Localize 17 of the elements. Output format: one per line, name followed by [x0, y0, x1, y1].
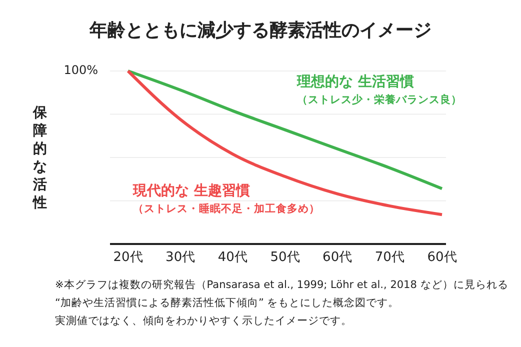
text: 100% — [62, 63, 98, 77]
text: 実測値ではなく、傾向をわかりやすく示したイメージです。 — [55, 314, 352, 328]
chart-title: 年齢とともに減少する酵素活性のイメージ — [88, 19, 432, 42]
x-tick-label: 60代 — [322, 250, 352, 266]
x-tick-label: 60代 — [427, 250, 457, 266]
x-tick-label: 40代 — [218, 250, 248, 266]
x-tick-label: 20代 — [113, 250, 143, 266]
text: 理想的な 生活習慣 — [297, 73, 414, 91]
x-tick-label: 70代 — [374, 250, 404, 266]
text: “加齢や生活習慣による酵素活性低下傾向” をもとにした概念図です。 — [55, 296, 400, 310]
y-axis-title: 保障的な活性 — [31, 104, 48, 212]
x-tick-label: 50代 — [270, 250, 300, 266]
x-tick-label: 30代 — [166, 250, 196, 266]
annotation: （ストレス少・栄養バランス良） — [297, 93, 462, 107]
annotation: （ストレス・睡眠不足・加工食多め） — [133, 202, 320, 216]
text: ※本グラフは複数の研究報告（Pansarasa et al., 1999; Löhr et al., 2018 など）に見られる — [55, 278, 508, 292]
series-label: 現代的な 生趣習慣 — [133, 182, 250, 200]
